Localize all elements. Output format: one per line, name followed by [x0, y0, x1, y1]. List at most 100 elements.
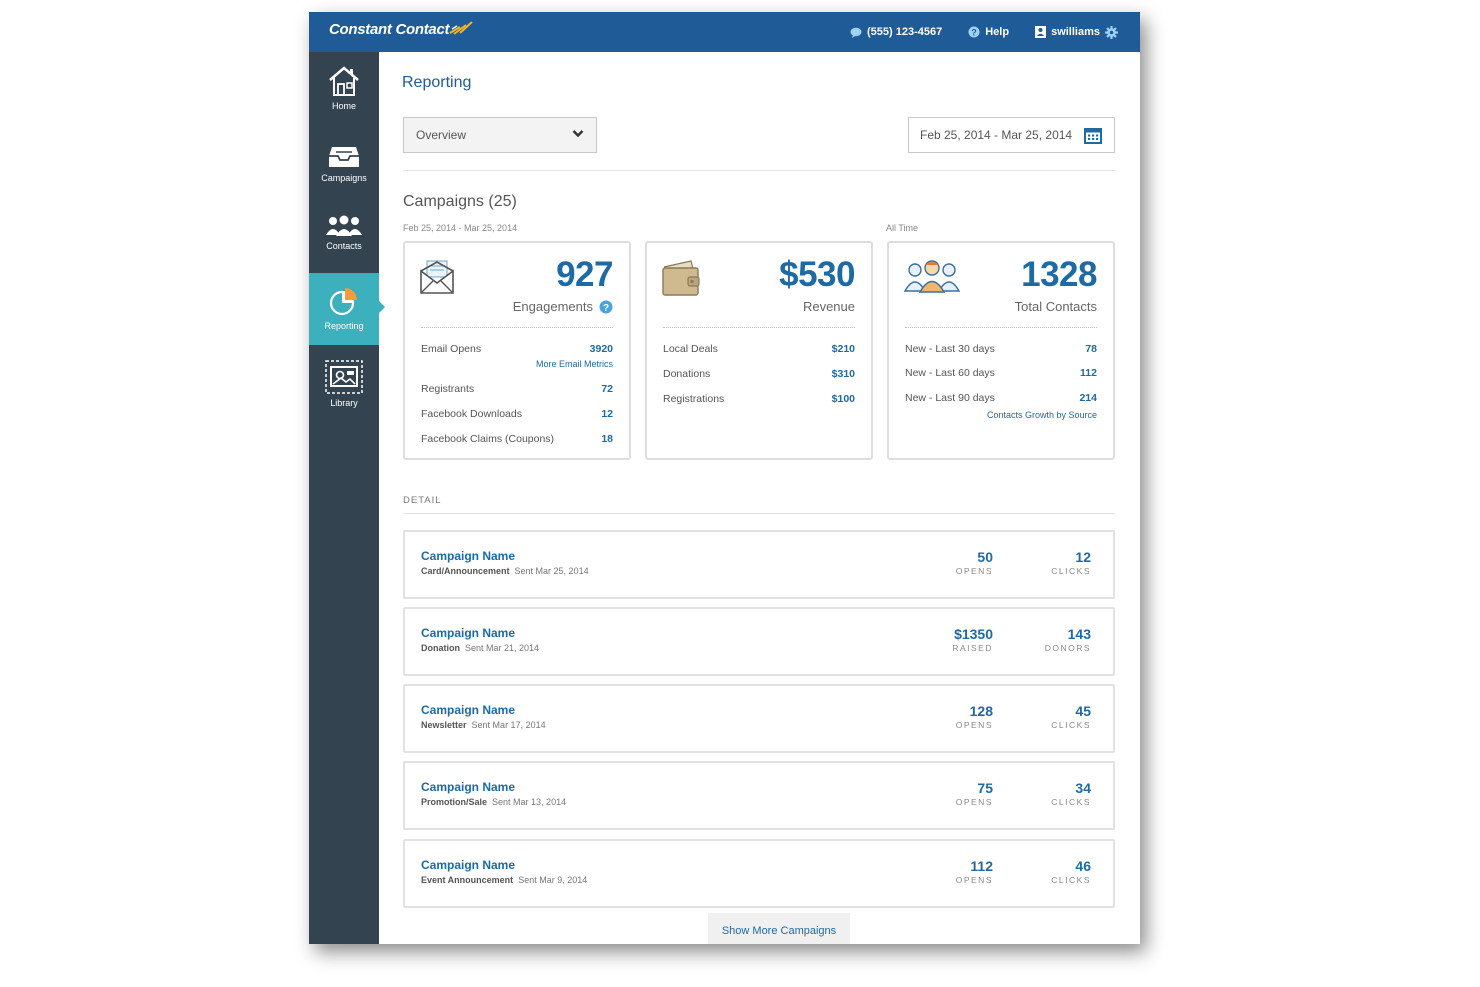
wallet-icon	[662, 260, 700, 296]
view-select-value: Overview	[416, 128, 467, 142]
stat-label: CLICKS	[1051, 720, 1091, 730]
campaign-type: Event Announcement	[421, 875, 514, 885]
gear-icon[interactable]	[1105, 25, 1118, 39]
contacts-card: 1328 Total Contacts New - Last 30 days 7…	[887, 241, 1115, 460]
campaign-stat: 112 OPENS	[913, 858, 993, 885]
campaign-row[interactable]: Campaign Name Newsletter Sent Mar 17, 20…	[403, 684, 1115, 753]
contacts-growth-link[interactable]: Contacts Growth by Source	[986, 410, 1097, 420]
campaign-name-link[interactable]: Campaign Name	[421, 780, 516, 794]
date-range-picker[interactable]: Feb 25, 2014 - Mar 25, 2014	[908, 117, 1115, 153]
stat-value: 34	[1075, 780, 1091, 796]
metric-row: Registrants 72	[421, 383, 613, 395]
pie-chart-icon	[329, 288, 357, 316]
metric-value: $210	[831, 343, 855, 355]
username: swilliams	[1051, 26, 1100, 38]
page-title: Reporting	[402, 74, 472, 91]
campaign-row[interactable]: Campaign Name Promotion/Sale Sent Mar 13…	[403, 761, 1115, 830]
metric-value: 214	[1079, 392, 1097, 404]
metric-value: 3920	[589, 343, 613, 355]
user-menu[interactable]: swilliams	[1035, 25, 1118, 39]
campaign-stat: 12 CLICKS	[1011, 549, 1091, 576]
campaign-row[interactable]: Campaign Name Event Announcement Sent Ma…	[403, 839, 1115, 908]
campaign-stat: 143 DONORS	[1011, 626, 1091, 653]
detail-heading: DETAIL	[403, 495, 442, 506]
engagements-card: 927 Engagements ? Email Opens 3920 More …	[403, 241, 631, 460]
sidebar-item-label: Contacts	[326, 241, 362, 251]
home-icon	[329, 66, 359, 96]
show-more-campaigns-button[interactable]: Show More Campaigns	[708, 913, 850, 944]
section-title: Campaigns (25)	[403, 193, 517, 210]
stat-value: 143	[1067, 626, 1091, 642]
stat-label: OPENS	[955, 875, 993, 885]
campaign-stat: 46 CLICKS	[1011, 858, 1091, 885]
calendar-icon[interactable]	[1084, 127, 1102, 144]
contacts-value: 1328	[1021, 255, 1097, 294]
metric-row: Donations $310	[663, 368, 855, 380]
campaign-sent-date: Sent Mar 9, 2014	[518, 875, 588, 885]
metric-label: Donations	[663, 368, 711, 380]
help-label: Help	[985, 26, 1010, 38]
sidebar-item-contacts[interactable]: Contacts	[309, 197, 379, 269]
metric-label: New - Last 30 days	[905, 343, 995, 355]
svg-text:?: ?	[971, 28, 977, 38]
metric-row: Local Deals $210	[663, 343, 855, 355]
envelope-icon	[420, 260, 454, 294]
top-right-nav: (555) 123-4567 ? Help swilliams	[850, 12, 1118, 52]
stat-value: 50	[977, 549, 993, 565]
help-icon[interactable]: ?	[599, 300, 613, 314]
date-range-value: Feb 25, 2014 - Mar 25, 2014	[920, 128, 1073, 142]
revenue-label: Revenue	[802, 299, 855, 314]
more-email-metrics-link[interactable]: More Email Metrics	[535, 359, 613, 369]
metric-value: $310	[831, 368, 855, 380]
campaign-meta: Promotion/Sale Sent Mar 13, 2014	[421, 797, 566, 807]
sidebar-item-label: Home	[331, 101, 356, 111]
stat-value: 12	[1075, 549, 1091, 565]
stat-label: RAISED	[952, 643, 993, 653]
contacts-label: Total Contacts	[1014, 299, 1097, 314]
metric-row: New - Last 90 days 214	[905, 392, 1097, 404]
sidebar-item-label: Campaigns	[321, 173, 367, 183]
metric-label: Email Opens	[421, 343, 482, 355]
campaign-name-link[interactable]: Campaign Name	[421, 703, 516, 717]
campaign-row[interactable]: Campaign Name Donation Sent Mar 21, 2014…	[403, 607, 1115, 676]
stat-value: 112	[970, 858, 993, 874]
sidebar-item-label: Reporting	[324, 321, 364, 331]
sidebar-item-home[interactable]: Home	[309, 52, 379, 124]
help-link[interactable]: ? Help	[968, 26, 1009, 38]
divider	[403, 170, 1115, 171]
campaign-type: Newsletter	[421, 720, 467, 730]
metric-value: 72	[601, 383, 613, 395]
campaign-name-link[interactable]: Campaign Name	[421, 549, 516, 563]
stat-label: OPENS	[955, 720, 993, 730]
metric-label: New - Last 90 days	[905, 392, 995, 404]
brand-logo[interactable]: Constant Contact	[329, 21, 450, 38]
metric-label: Local Deals	[663, 343, 718, 355]
phone-link[interactable]: (555) 123-4567	[850, 26, 942, 38]
sidebar-item-library[interactable]: Library	[309, 348, 379, 420]
campaign-meta: Newsletter Sent Mar 17, 2014	[421, 720, 546, 730]
campaign-stat: $1350 RAISED	[913, 626, 993, 653]
sidebar-item-label: Library	[330, 398, 358, 408]
revenue-card: $530 Revenue Local Deals $210 Donations …	[645, 241, 873, 460]
metric-row: Facebook Claims (Coupons) 18	[421, 433, 613, 445]
sidebar-item-reporting[interactable]: Reporting	[309, 273, 385, 345]
campaign-row[interactable]: Campaign Name Card/Announcement Sent Mar…	[403, 530, 1115, 599]
app-window: Constant Contact (555) 123-4567 ? Help	[309, 12, 1140, 944]
metric-value: 112	[1080, 367, 1097, 379]
chat-bubble-icon	[850, 27, 862, 38]
stat-label: OPENS	[955, 797, 993, 807]
campaign-name-link[interactable]: Campaign Name	[421, 858, 516, 872]
engagements-label-row: Engagements ?	[513, 299, 613, 314]
campaign-name-link[interactable]: Campaign Name	[421, 626, 516, 640]
campaign-meta: Card/Announcement Sent Mar 25, 2014	[421, 566, 589, 576]
campaign-sent-date: Sent Mar 25, 2014	[514, 566, 589, 576]
chevron-down-icon	[572, 130, 584, 138]
campaign-stat: 50 OPENS	[913, 549, 993, 576]
main-content: Reporting Overview Feb 25, 2014 - Mar 25…	[379, 52, 1140, 944]
stat-label: CLICKS	[1051, 875, 1091, 885]
sidebar-item-campaigns[interactable]: Campaigns	[309, 127, 379, 199]
view-select[interactable]: Overview	[403, 117, 597, 153]
campaign-meta: Donation Sent Mar 21, 2014	[421, 643, 539, 653]
stat-value: 75	[977, 780, 993, 796]
campaign-stat: 45 CLICKS	[1011, 703, 1091, 730]
